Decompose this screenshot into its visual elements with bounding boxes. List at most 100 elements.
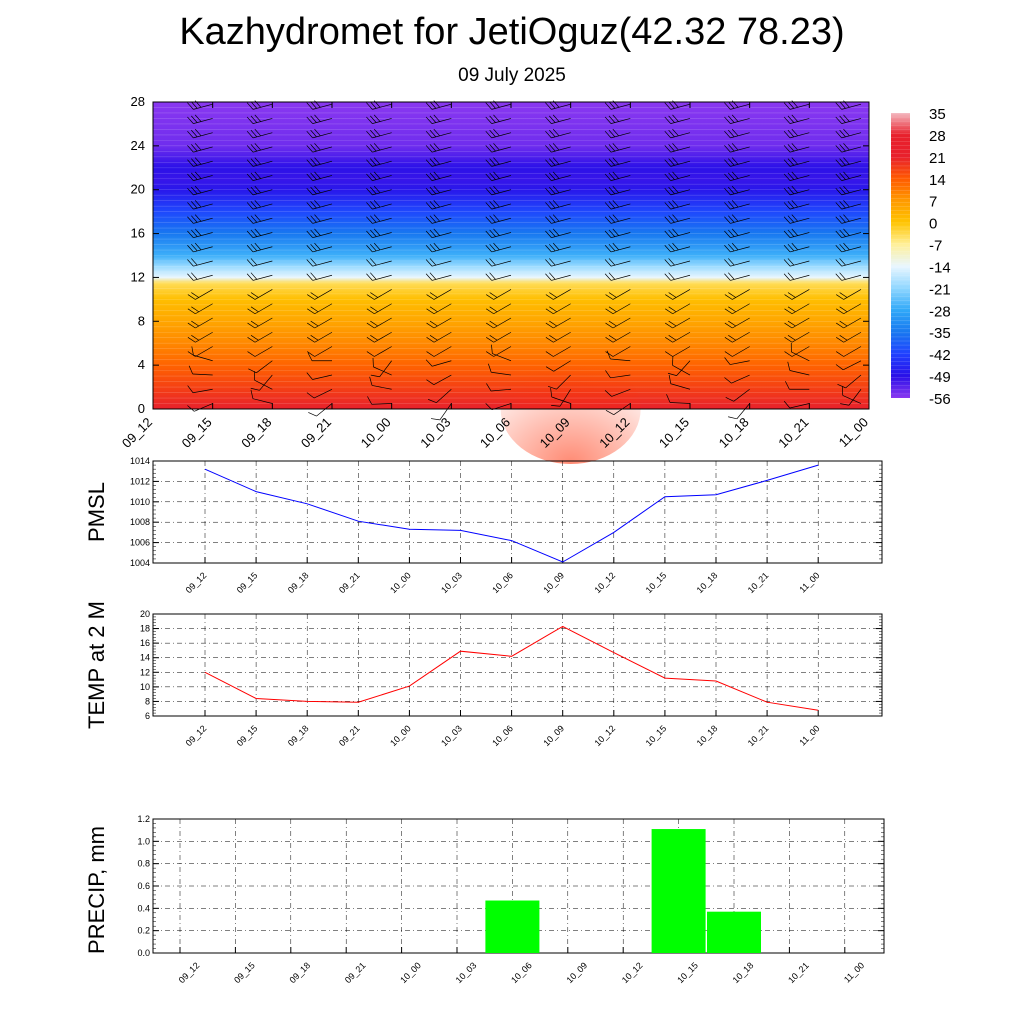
wind-barb-feather xyxy=(366,216,373,224)
wind-barb-feather xyxy=(428,399,437,403)
wind-barb-shaft xyxy=(491,388,512,392)
wind-barb xyxy=(485,114,512,124)
heatmap-xtick-label: 09_21 xyxy=(298,415,334,451)
wind-barb xyxy=(366,289,392,300)
wind-barb xyxy=(246,214,273,224)
wind-barb-feather xyxy=(728,144,735,152)
wind-barb xyxy=(306,143,333,153)
wind-barb-feather xyxy=(605,351,614,357)
wind-barb xyxy=(485,200,512,210)
heatmap-xtick-label: 10_15 xyxy=(656,415,692,451)
wind-barb xyxy=(246,114,273,124)
wind-barb-shaft xyxy=(312,260,333,267)
temp2m-xtick-label: 10_00 xyxy=(388,723,413,748)
contour-line xyxy=(152,386,870,388)
wind-barb-shaft xyxy=(841,217,862,224)
wind-barb xyxy=(545,258,571,267)
wind-barb xyxy=(187,289,213,300)
wind-barb-feather xyxy=(605,322,614,329)
wind-barb-feather xyxy=(728,172,735,180)
wind-barb xyxy=(835,272,862,281)
wind-barb-feather xyxy=(672,114,679,122)
wind-barb-feather xyxy=(246,159,254,167)
colorbar-tick-label: -14 xyxy=(929,259,951,276)
wind-barb-feather xyxy=(783,116,791,124)
wind-barb-shaft xyxy=(612,303,631,315)
wind-barb xyxy=(306,128,333,139)
wind-barb-feather xyxy=(728,229,735,237)
wind-barb-shaft xyxy=(374,303,392,315)
wind-barb-shaft xyxy=(316,403,333,417)
wind-barb-feather xyxy=(835,130,842,139)
pmsl-ytick-label: 1014 xyxy=(130,456,150,466)
wind-barb-feather xyxy=(604,187,612,196)
contour-line xyxy=(152,282,870,284)
wind-barb xyxy=(247,346,273,357)
precip-ylabel: PRECIP, mm xyxy=(84,826,109,954)
wind-barb-feather xyxy=(250,387,260,391)
wind-barb xyxy=(783,272,810,281)
wind-barb-feather xyxy=(664,259,671,267)
wind-barb-feather xyxy=(429,258,437,266)
wind-barb-feather xyxy=(549,186,556,195)
wind-barb xyxy=(724,374,750,384)
precip-xtick-label: 10_12 xyxy=(620,960,645,985)
wind-barb-feather xyxy=(608,186,616,195)
wind-barb-shaft xyxy=(431,203,452,210)
wind-barb-shaft xyxy=(841,175,862,181)
wind-barb-feather xyxy=(489,201,496,209)
wind-barb-feather xyxy=(433,128,441,137)
wind-barb xyxy=(550,388,571,404)
wind-barb xyxy=(425,185,452,196)
pmsl-xtick-label: 10_09 xyxy=(541,570,566,595)
precip-xtick-label: 10_00 xyxy=(398,960,423,985)
contour-line xyxy=(152,123,870,125)
wind-barb-feather xyxy=(191,292,200,298)
wind-barb-shaft xyxy=(670,189,691,196)
wind-barb-feather xyxy=(307,322,315,329)
precip-xtick-label: 09_15 xyxy=(232,960,257,985)
wind-barb-feather xyxy=(791,114,799,122)
wind-barb-shaft xyxy=(672,331,691,343)
wind-barb-feather xyxy=(728,416,737,420)
wind-barb-feather xyxy=(314,157,321,165)
wind-barb xyxy=(191,346,213,362)
wind-barb-shaft xyxy=(610,217,631,224)
wind-barb-feather xyxy=(250,320,259,327)
wind-barb-feather xyxy=(728,186,735,195)
wind-barb xyxy=(545,143,571,153)
wind-barb-feather xyxy=(366,173,373,181)
wind-barb-feather xyxy=(545,187,552,196)
wind-barb-feather xyxy=(724,308,733,315)
wind-barb-feather xyxy=(843,114,850,122)
wind-barb xyxy=(724,331,750,343)
wind-barb-feather xyxy=(839,292,848,298)
wind-barb-feather xyxy=(250,158,258,166)
wind-barb-feather xyxy=(835,244,842,253)
wind-barb-shaft xyxy=(193,146,213,153)
wind-barb-shaft xyxy=(791,346,810,357)
wind-barb-feather xyxy=(664,102,671,110)
heatmap-ytick-label: 28 xyxy=(131,94,145,109)
wind-barb-feather xyxy=(839,243,846,252)
wind-barb-shaft xyxy=(439,403,452,421)
wind-barb-shaft xyxy=(252,103,273,110)
wind-barb-feather xyxy=(370,335,379,341)
wind-barb-shaft xyxy=(791,289,810,300)
wind-barb-feather xyxy=(310,186,317,195)
wind-barb-feather xyxy=(843,157,850,165)
wind-barb-feather xyxy=(787,306,796,313)
wind-barb-feather xyxy=(187,385,194,393)
contour-line xyxy=(152,298,870,300)
wind-barb-feather xyxy=(187,351,196,357)
wind-barb-feather xyxy=(668,374,672,384)
wind-barb-feather xyxy=(485,159,492,167)
wind-barb-shaft xyxy=(193,203,213,210)
wind-barb-feather xyxy=(250,258,258,266)
wind-barb-shaft xyxy=(556,374,571,390)
wind-barb-feather xyxy=(668,215,675,223)
wind-barb xyxy=(307,317,333,329)
wind-barb-feather xyxy=(493,185,500,194)
wind-barb xyxy=(306,157,333,167)
wind-barb-shaft xyxy=(791,331,810,343)
